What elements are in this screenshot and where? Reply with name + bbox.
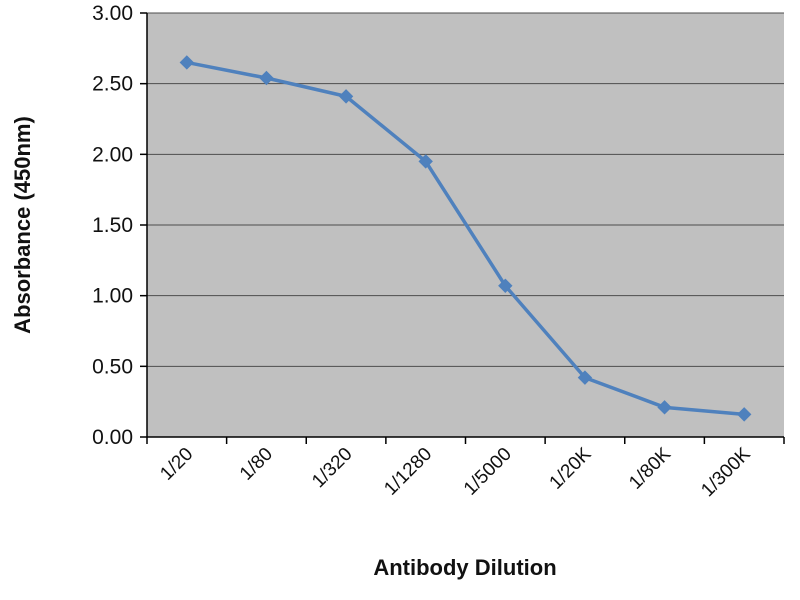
x-tick-label: 1/80K — [625, 443, 675, 493]
y-tick-label: 1.50 — [92, 214, 133, 237]
series-line — [185, 60, 746, 417]
x-tick-label: 1/20K — [546, 443, 596, 493]
data-point-marker — [259, 70, 274, 86]
y-tick-label: 1.00 — [92, 285, 133, 308]
data-point-marker — [577, 370, 593, 385]
x-tick-label: 1/300K — [697, 443, 755, 501]
x-tick-label: 1/80 — [236, 444, 277, 485]
data-point-marker — [338, 89, 354, 104]
y-tick-label: 3.00 — [92, 2, 133, 25]
y-tick-label: 0.50 — [92, 355, 133, 378]
x-tick-label: 1/1280 — [380, 444, 436, 500]
data-point-marker — [418, 154, 433, 169]
x-tick-label: 1/5000 — [460, 444, 516, 500]
x-tick-label: 1/320 — [308, 444, 356, 492]
y-tick-label: 0.00 — [92, 426, 133, 449]
x-axis-title: Antibody Dilution — [373, 555, 556, 580]
chart-plot-group: 0.00 0.50 1.00 1.50 2.00 2.50 3.00 1/20 1/80 1/32… — [92, 2, 785, 501]
y-tick-label: 2.00 — [92, 143, 133, 166]
data-point-marker — [498, 278, 513, 293]
data-point-marker — [736, 407, 752, 422]
data-point-marker — [657, 400, 672, 415]
data-point-marker — [179, 55, 195, 70]
y-tick-label: 2.50 — [92, 73, 133, 96]
y-axis-title: Absorbance (450nm) — [10, 116, 35, 334]
x-tick-label: 1/20 — [156, 444, 197, 485]
